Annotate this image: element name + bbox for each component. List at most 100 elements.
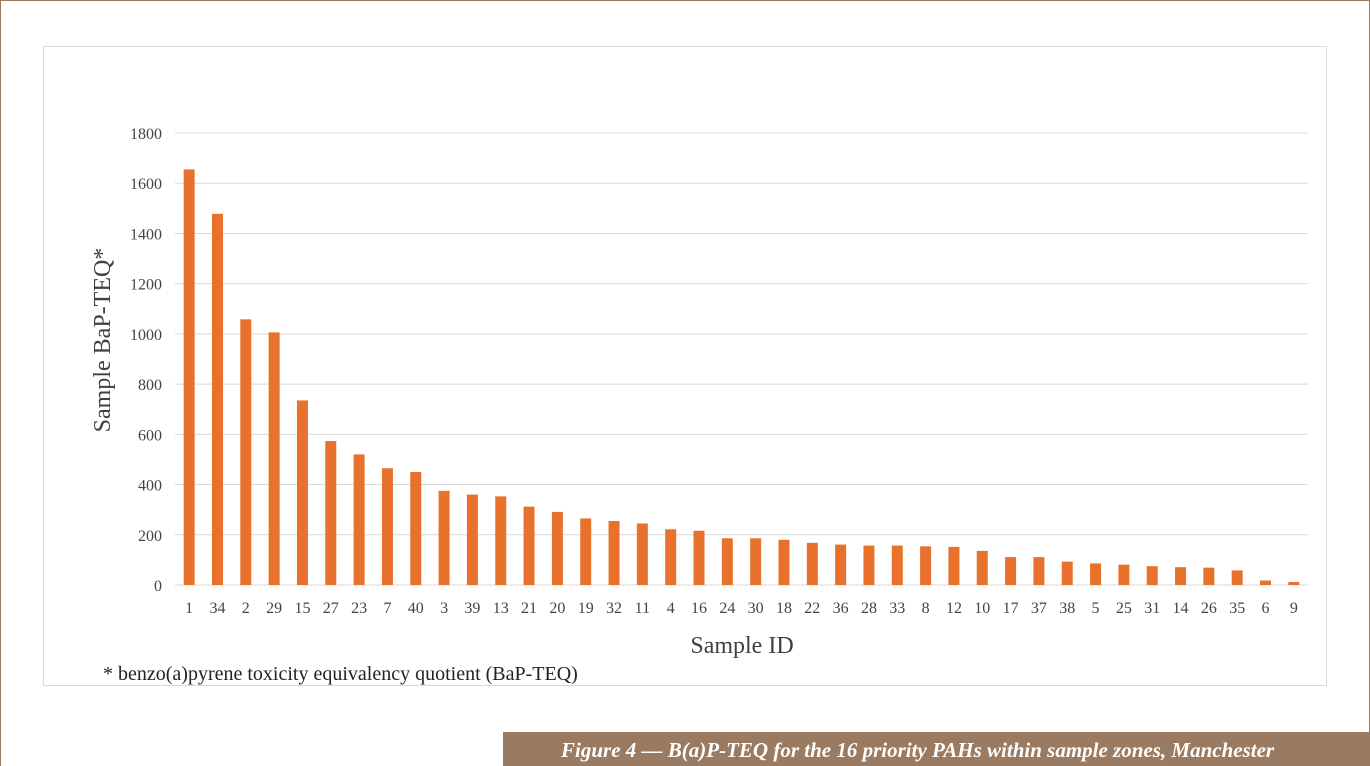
bar-sample-33: [891, 545, 903, 585]
bar-sample-13: [495, 496, 507, 585]
bar-sample-5: [1090, 563, 1102, 585]
bar-sample-21: [523, 506, 535, 585]
x-tick-label: 25: [1116, 600, 1132, 617]
bar-sample-37: [1033, 557, 1045, 585]
bar-sample-20: [551, 511, 563, 585]
x-tick-label: 35: [1229, 600, 1245, 617]
x-tick-label: 29: [266, 600, 282, 617]
x-tick-label: 3: [440, 600, 448, 617]
x-tick-label: 17: [1003, 600, 1019, 617]
bar-sample-17: [1005, 557, 1017, 585]
bar-sample-26: [1203, 567, 1215, 585]
x-tick-label: 4: [667, 600, 675, 617]
y-tick-labels: 0 200 400 600 800 1000 1200 1400 1600 1800: [130, 126, 162, 595]
x-tick-label: 33: [889, 600, 905, 617]
x-tick-label: 20: [549, 600, 565, 617]
x-tick-label: 13: [493, 600, 509, 617]
y-tick-label: 600: [138, 427, 162, 444]
x-tick-label: 23: [351, 600, 367, 617]
bar-sample-19: [580, 518, 592, 585]
x-tick-label: 8: [922, 600, 930, 617]
x-tick-label: 6: [1262, 600, 1270, 617]
bar-sample-38: [1061, 561, 1073, 585]
y-tick-label: 1600: [130, 176, 162, 193]
y-tick-label: 1800: [130, 126, 162, 143]
bar-sample-3: [438, 490, 450, 585]
bar-sample-31: [1146, 566, 1158, 585]
y-tick-label: 200: [138, 528, 162, 545]
x-tick-label: 2: [242, 600, 250, 617]
gridlines: [175, 132, 1308, 586]
y-tick-label: 800: [138, 377, 162, 394]
chart-frame: 0 200 400 600 800 1000 1200 1400 1600 1800 1 34 2 29…: [43, 46, 1327, 686]
bar-sample-34: [211, 213, 223, 586]
bar-sample-25: [1118, 564, 1130, 585]
x-tick-label: 37: [1031, 600, 1047, 617]
x-tick-label: 28: [861, 600, 877, 617]
bar-sample-9: [1288, 581, 1300, 585]
bar-sample-32: [608, 520, 620, 585]
bar-sample-10: [976, 550, 988, 585]
bar-sample-6: [1260, 580, 1272, 585]
x-tick-labels: 1 34 2 29 15 27 23 7 40 3 39 13 21 20 19 32 11 4 16 24 30 18 2…: [185, 600, 1298, 617]
x-tick-label: 39: [464, 600, 480, 617]
x-tick-label: 7: [383, 600, 391, 617]
x-tick-label: 12: [946, 600, 962, 617]
x-tick-label: 18: [776, 600, 792, 617]
bar-sample-2: [240, 319, 252, 585]
x-tick-label: 5: [1092, 600, 1100, 617]
y-axis-title: Sample BaP-TEQ*: [90, 248, 116, 433]
bar-sample-29: [268, 332, 280, 585]
y-tick-label: 1400: [130, 226, 162, 243]
x-tick-label: 10: [974, 600, 990, 617]
x-tick-label: 27: [323, 600, 339, 617]
x-tick-label: 15: [294, 600, 310, 617]
x-tick-label: 19: [578, 600, 594, 617]
x-tick-label: 22: [804, 600, 820, 617]
bar-sample-36: [835, 544, 847, 585]
x-tick-label: 24: [719, 600, 735, 617]
x-tick-label: 32: [606, 600, 622, 617]
bar-sample-8: [920, 546, 932, 585]
x-tick-label: 9: [1290, 600, 1298, 617]
bar-sample-27: [325, 441, 337, 585]
bar-sample-14: [1175, 567, 1187, 585]
x-tick-label: 40: [408, 600, 424, 617]
x-tick-label: 31: [1144, 600, 1160, 617]
bar-sample-30: [750, 538, 762, 585]
bars: [183, 169, 1300, 586]
bar-sample-1: [183, 169, 195, 585]
bar-sample-7: [381, 468, 393, 585]
x-tick-label: 21: [521, 600, 537, 617]
bar-sample-18: [778, 539, 790, 585]
bar-sample-11: [636, 523, 648, 585]
figure-caption: Figure 4 — B(a)P-TEQ for the 16 priority…: [561, 738, 1275, 762]
y-tick-label: 1200: [130, 277, 162, 294]
bar-sample-28: [863, 545, 875, 585]
x-tick-label: 30: [748, 600, 764, 617]
x-tick-label: 36: [833, 600, 849, 617]
bar-sample-15: [296, 400, 308, 585]
x-tick-label: 16: [691, 600, 707, 617]
bar-sample-40: [410, 472, 422, 585]
y-tick-label: 1000: [130, 327, 162, 344]
bar-sample-35: [1231, 570, 1243, 585]
x-axis-title: Sample ID: [690, 633, 793, 659]
x-tick-label: 11: [635, 600, 650, 617]
chart-footnote: * benzo(a)pyrene toxicity equivalency qu…: [103, 663, 578, 685]
y-tick-label: 400: [138, 478, 162, 495]
x-tick-label: 1: [185, 600, 193, 617]
bar-sample-23: [353, 454, 365, 585]
figure-caption-bar: Figure 4 — B(a)P-TEQ for the 16 priority…: [503, 732, 1370, 766]
x-tick-label: 34: [209, 600, 225, 617]
bar-sample-24: [721, 538, 733, 585]
bar-sample-22: [806, 542, 818, 585]
bar-sample-12: [948, 546, 960, 585]
x-tick-label: 14: [1173, 600, 1189, 617]
bar-sample-4: [665, 529, 677, 585]
x-tick-label: 26: [1201, 600, 1217, 617]
x-tick-label: 38: [1059, 600, 1075, 617]
bar-sample-16: [693, 530, 705, 585]
bar-sample-39: [466, 494, 478, 585]
